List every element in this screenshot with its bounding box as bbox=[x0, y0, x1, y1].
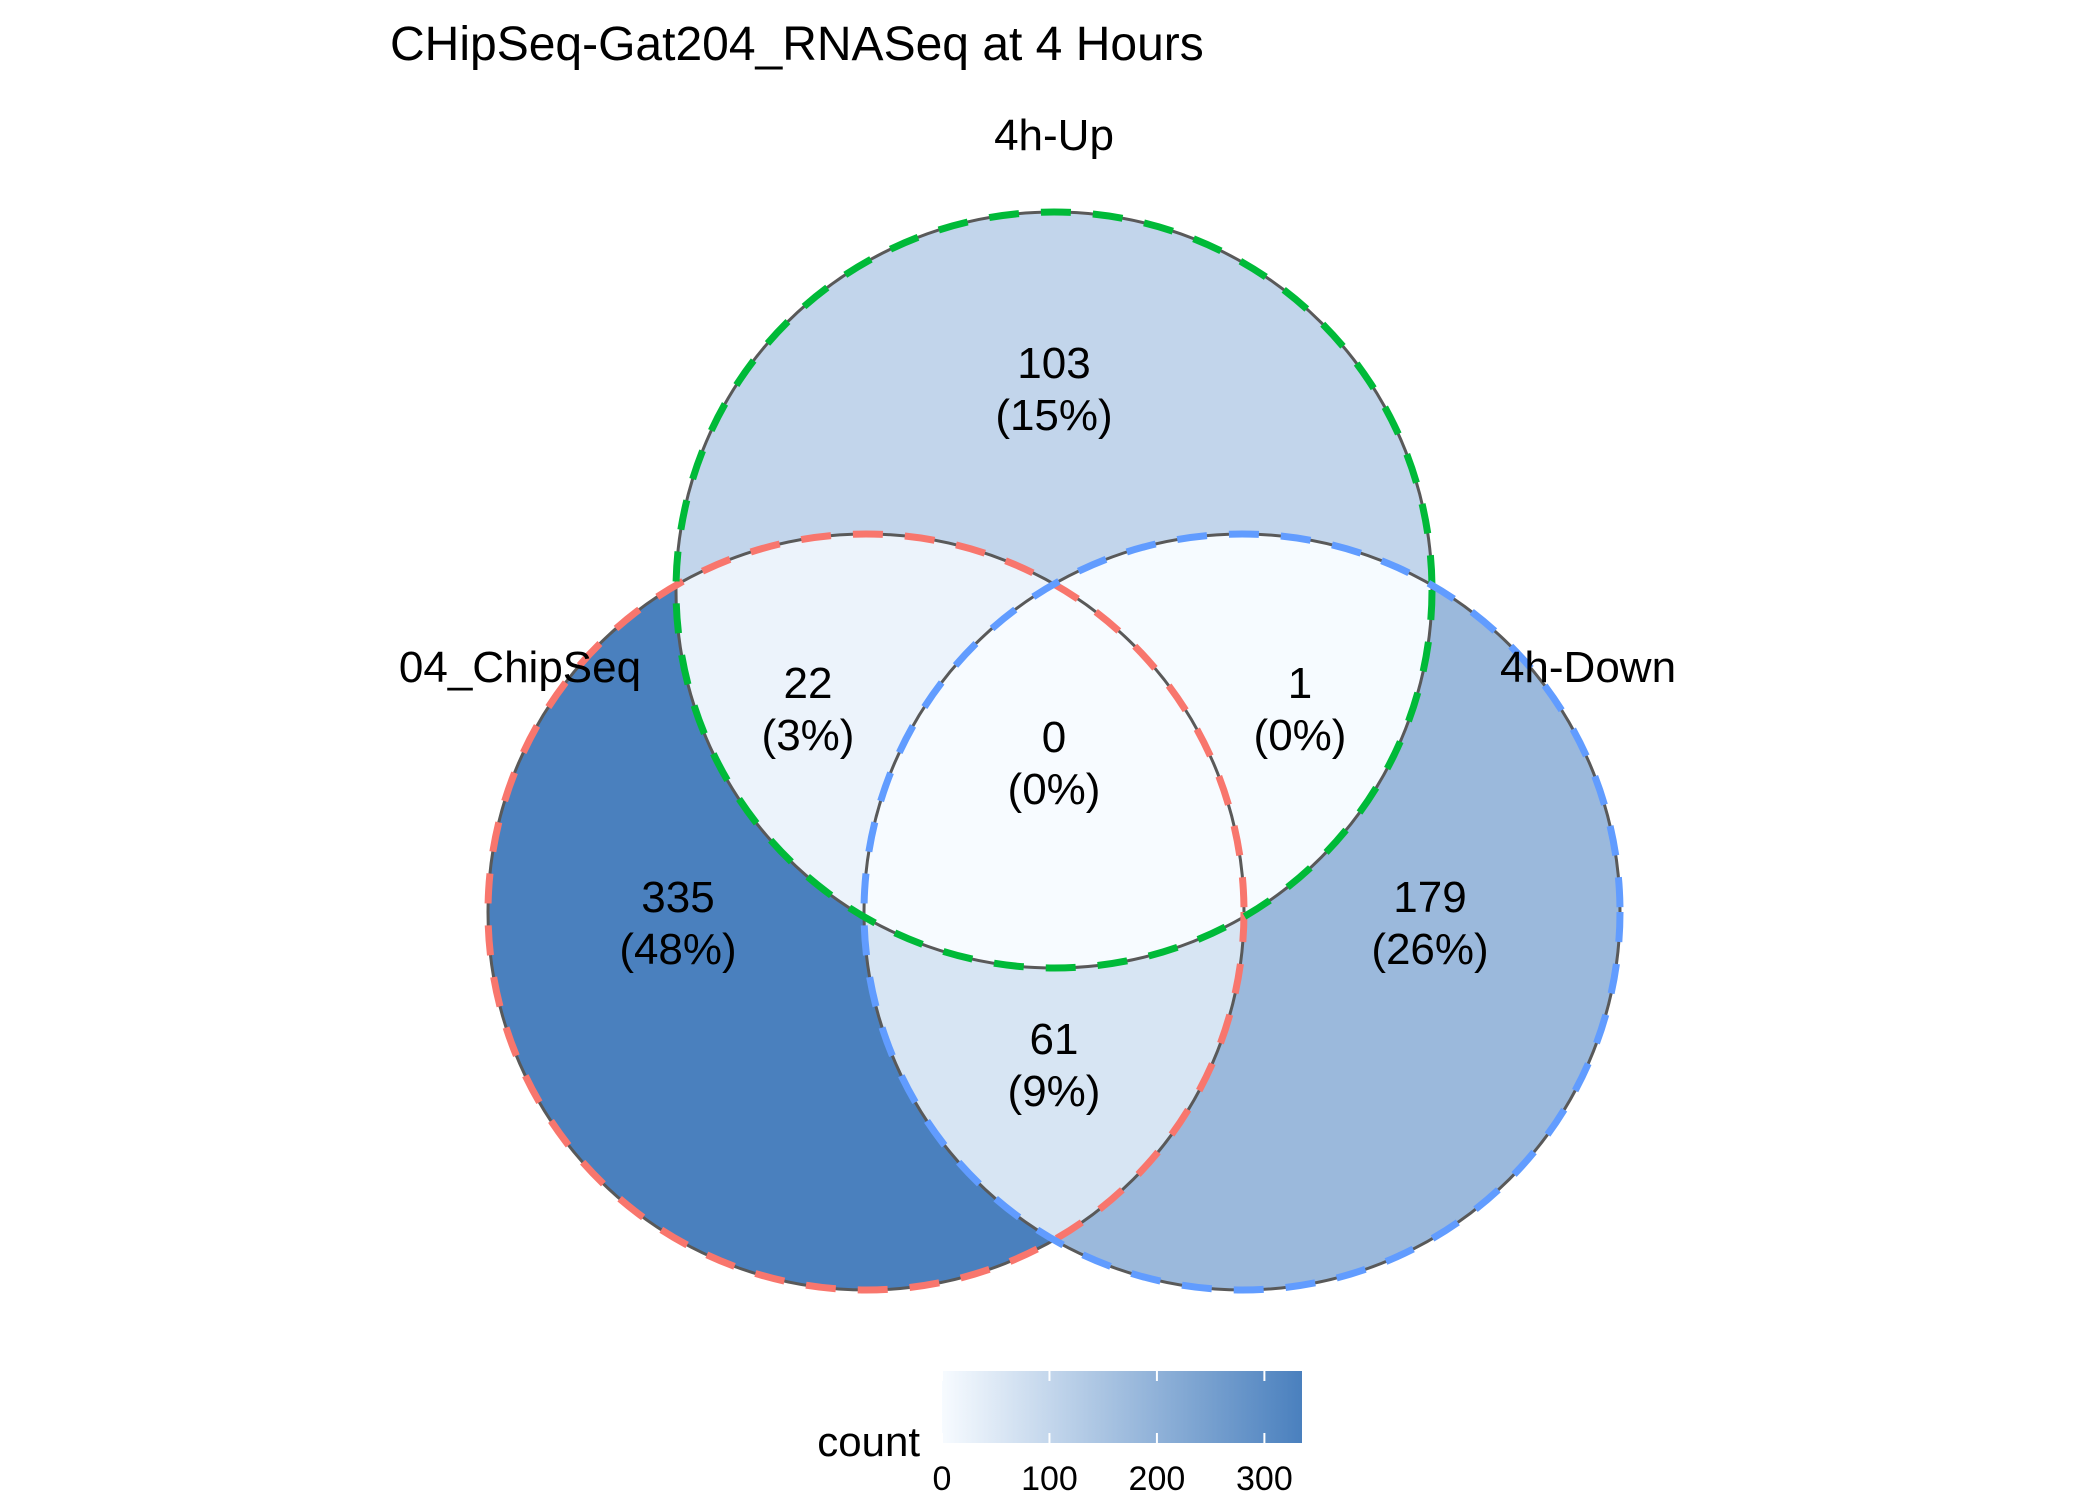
chart-title: CHipSeq-Gat204_RNASeq at 4 Hours bbox=[390, 18, 1204, 71]
legend-tick-label: 200 bbox=[1129, 1460, 1186, 1498]
region-percent-chip-down: (9%) bbox=[1008, 1067, 1101, 1116]
set-dashed-edge-up bbox=[672, 208, 1436, 972]
region-percent-chip-up: (3%) bbox=[762, 711, 855, 760]
region-count-up-down: 1 bbox=[1288, 659, 1312, 708]
legend-tick-label: 0 bbox=[933, 1460, 952, 1498]
region-percent-up: (15%) bbox=[995, 391, 1112, 440]
legend-tick-label: 300 bbox=[1236, 1460, 1293, 1498]
region-count-chip-up-down: 0 bbox=[1042, 713, 1066, 762]
legend-tick-label: 100 bbox=[1021, 1460, 1078, 1498]
set-dashed-edge-down bbox=[860, 530, 1624, 1294]
venn-outlines bbox=[484, 208, 1624, 1294]
region-count-up: 103 bbox=[1017, 339, 1090, 388]
set-label-down: 4h-Down bbox=[1500, 643, 1676, 692]
region-percent-down: (26%) bbox=[1371, 925, 1488, 974]
region-count-chip: 335 bbox=[641, 873, 714, 922]
venn-region-labels: 103(15%)22(3%)1(0%)0(0%)335(48%)179(26%)… bbox=[619, 339, 1488, 1116]
region-count-chip-up: 22 bbox=[784, 659, 833, 708]
color-legend: count 0 100 200 300 bbox=[817, 1371, 1302, 1498]
legend-colorbar bbox=[942, 1371, 1302, 1443]
set-dashed-edge-chip bbox=[484, 530, 1248, 1294]
region-count-chip-down: 61 bbox=[1030, 1015, 1079, 1064]
set-label-up: 4h-Up bbox=[994, 111, 1114, 160]
set-label-chip: 04_ChipSeq bbox=[399, 643, 641, 692]
region-percent-chip: (48%) bbox=[619, 925, 736, 974]
region-percent-chip-up-down: (0%) bbox=[1008, 765, 1101, 814]
region-count-down: 179 bbox=[1393, 873, 1466, 922]
region-percent-up-down: (0%) bbox=[1254, 711, 1347, 760]
legend-title: count bbox=[817, 1418, 920, 1465]
